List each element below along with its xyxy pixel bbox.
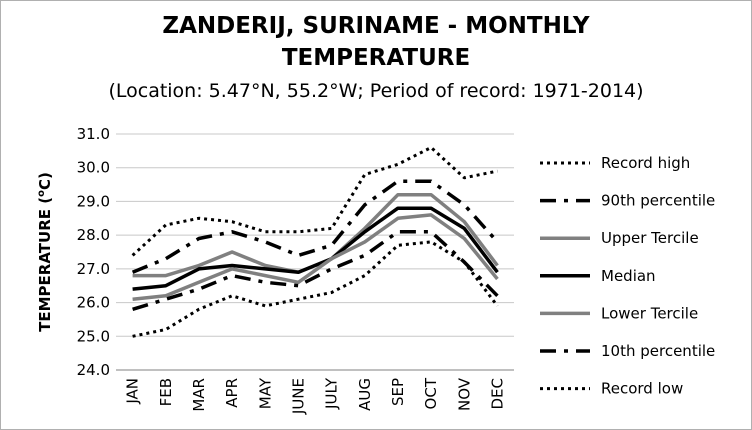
series-line-record-low: [132, 240, 499, 338]
x-tick-labels: JAN FEB MAR APR MAY JUNE JULY AUG SEP OCT NOV DEC: [124, 377, 507, 415]
y-tick-label: 25.0: [77, 327, 110, 345]
series-lines: [131, 146, 499, 338]
x-tick-label: DEC: [488, 378, 506, 410]
y-tick-label: 29.0: [77, 192, 110, 210]
y-tick-label: 26.0: [77, 294, 110, 312]
legend-label: Record high: [601, 154, 690, 172]
title-line-1: ZANDERIJ, SURINAME - MONTHLY: [162, 13, 590, 39]
x-tick-label: JUNE: [289, 378, 307, 415]
legend-label: 90th percentile: [601, 192, 715, 210]
y-tick-label: 31.0: [77, 125, 110, 143]
y-axis-label-degree: o: [36, 190, 47, 197]
x-tick-label: MAR: [190, 378, 208, 412]
legend: Record high 90th percentile Upper Tercile M…: [540, 154, 715, 398]
x-tick-label: JAN: [124, 378, 142, 405]
y-tick-labels: 24.0 25.0 26.0 27.0 28.0 29.0 30.0 31.0: [77, 125, 110, 379]
x-tick-label: SEP: [389, 378, 407, 406]
y-tick-label: 27.0: [77, 260, 110, 278]
series-line-record-high: [131, 146, 498, 257]
y-tick-label: 24.0: [77, 361, 110, 379]
legend-label: Lower Tercile: [601, 304, 698, 322]
x-tick-label: AUG: [356, 378, 374, 411]
chart-title: ZANDERIJ, SURINAME - MONTHLY TEMPERATURE: [0, 10, 752, 74]
legend-label: Upper Tercile: [601, 229, 699, 247]
y-axis-label-main: TEMPERATURE (: [36, 197, 54, 332]
series-line-lower-tercile: [132, 213, 499, 301]
x-tick-label: FEB: [157, 378, 175, 406]
x-tick-label: MAY: [256, 377, 274, 409]
x-tick-label: APR: [223, 378, 241, 408]
legend-label: Median: [601, 267, 656, 285]
x-tick-label: NOV: [455, 377, 473, 411]
series-line-10th-percentile: [132, 230, 499, 311]
y-tick-label: 30.0: [77, 159, 110, 177]
x-tick-label: OCT: [422, 377, 440, 409]
y-tick-label: 28.0: [77, 226, 110, 244]
y-axis-label: TEMPERATURE (oC): [36, 172, 54, 332]
title-line-2: TEMPERATURE: [281, 45, 471, 71]
y-axis-label-unit: C): [36, 172, 54, 190]
chart-subtitle: (Location: 5.47°N, 55.2°W; Period of rec…: [108, 80, 644, 102]
x-tick-label: JULY: [323, 377, 341, 410]
series-line-90th-percentile: [131, 179, 499, 274]
legend-label: 10th percentile: [601, 342, 715, 360]
series-line-median: [132, 206, 499, 291]
legend-label: Record low: [601, 380, 683, 398]
